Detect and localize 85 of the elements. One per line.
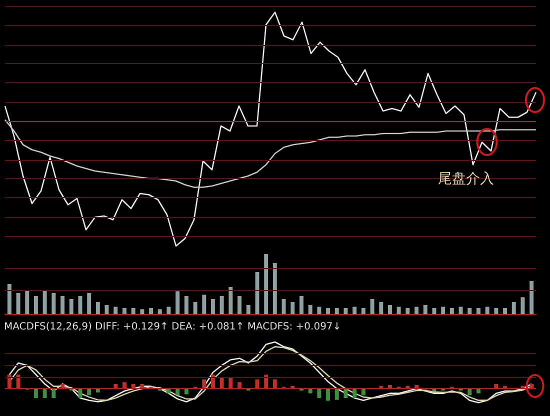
bar <box>96 302 100 314</box>
bar <box>370 299 374 314</box>
bar <box>317 388 322 398</box>
bar <box>406 308 410 314</box>
bar <box>60 296 65 314</box>
bar <box>530 281 534 314</box>
bar <box>87 388 92 396</box>
bar <box>34 388 38 398</box>
bar <box>184 388 188 394</box>
bar <box>202 379 206 389</box>
bar <box>246 305 250 314</box>
bar <box>423 305 428 314</box>
bar <box>52 388 56 398</box>
bar <box>458 306 463 314</box>
bar <box>238 382 242 389</box>
bar <box>220 377 224 389</box>
bar <box>176 388 180 396</box>
bar <box>255 272 260 314</box>
bar <box>317 306 322 314</box>
bar <box>494 308 498 314</box>
bar <box>352 388 357 398</box>
bar <box>485 306 490 314</box>
bar <box>122 382 126 389</box>
bar <box>441 306 446 314</box>
bar <box>450 308 454 314</box>
bar <box>114 306 118 314</box>
bar <box>414 306 419 314</box>
bar <box>25 290 30 314</box>
bar <box>476 388 480 394</box>
bar <box>290 302 295 314</box>
bar <box>176 291 180 314</box>
bar <box>272 379 277 389</box>
bar <box>184 296 188 314</box>
bar <box>210 299 215 314</box>
bar <box>388 305 392 314</box>
bar <box>299 296 304 314</box>
bar <box>202 294 206 314</box>
bar <box>334 308 339 314</box>
bar <box>42 388 47 398</box>
bar <box>512 302 516 314</box>
bar <box>361 308 366 314</box>
bar <box>238 296 242 314</box>
text: MACDFS(12,26,9) DIFF: +0.129↑ DEA: +0.081↑ MACDFS: +0.097↓ <box>4 322 342 332</box>
bar <box>520 297 525 314</box>
bar <box>78 388 82 398</box>
bar <box>34 296 38 314</box>
bar <box>193 302 198 314</box>
bar <box>69 299 74 314</box>
bar <box>131 308 136 314</box>
bar <box>361 388 366 396</box>
bar <box>122 308 126 314</box>
bar <box>503 308 508 314</box>
bar <box>166 388 171 394</box>
bar <box>7 284 12 314</box>
bar <box>308 305 312 314</box>
bar <box>87 293 92 314</box>
bar <box>16 293 20 314</box>
bar <box>104 305 109 314</box>
bar <box>52 293 56 314</box>
bar <box>264 254 268 314</box>
bar <box>334 388 339 400</box>
bar <box>228 287 233 314</box>
bar <box>228 377 233 389</box>
bar <box>352 306 357 314</box>
bar <box>220 296 224 314</box>
bar <box>78 296 82 314</box>
bar <box>476 308 480 314</box>
bar <box>468 308 472 314</box>
bar <box>140 309 144 314</box>
bar <box>272 263 277 314</box>
bar <box>158 309 162 314</box>
bar <box>149 308 154 314</box>
bar <box>326 308 330 314</box>
bar <box>344 308 348 314</box>
bar <box>282 299 286 314</box>
bar <box>379 302 384 314</box>
bar <box>432 308 436 314</box>
bar <box>326 388 330 401</box>
bar <box>166 306 171 314</box>
annotation: 尾盘介入 <box>438 171 494 187</box>
bar <box>255 379 260 389</box>
bar <box>344 388 348 398</box>
bar <box>42 290 47 314</box>
bar <box>396 306 401 314</box>
bar <box>468 388 472 396</box>
